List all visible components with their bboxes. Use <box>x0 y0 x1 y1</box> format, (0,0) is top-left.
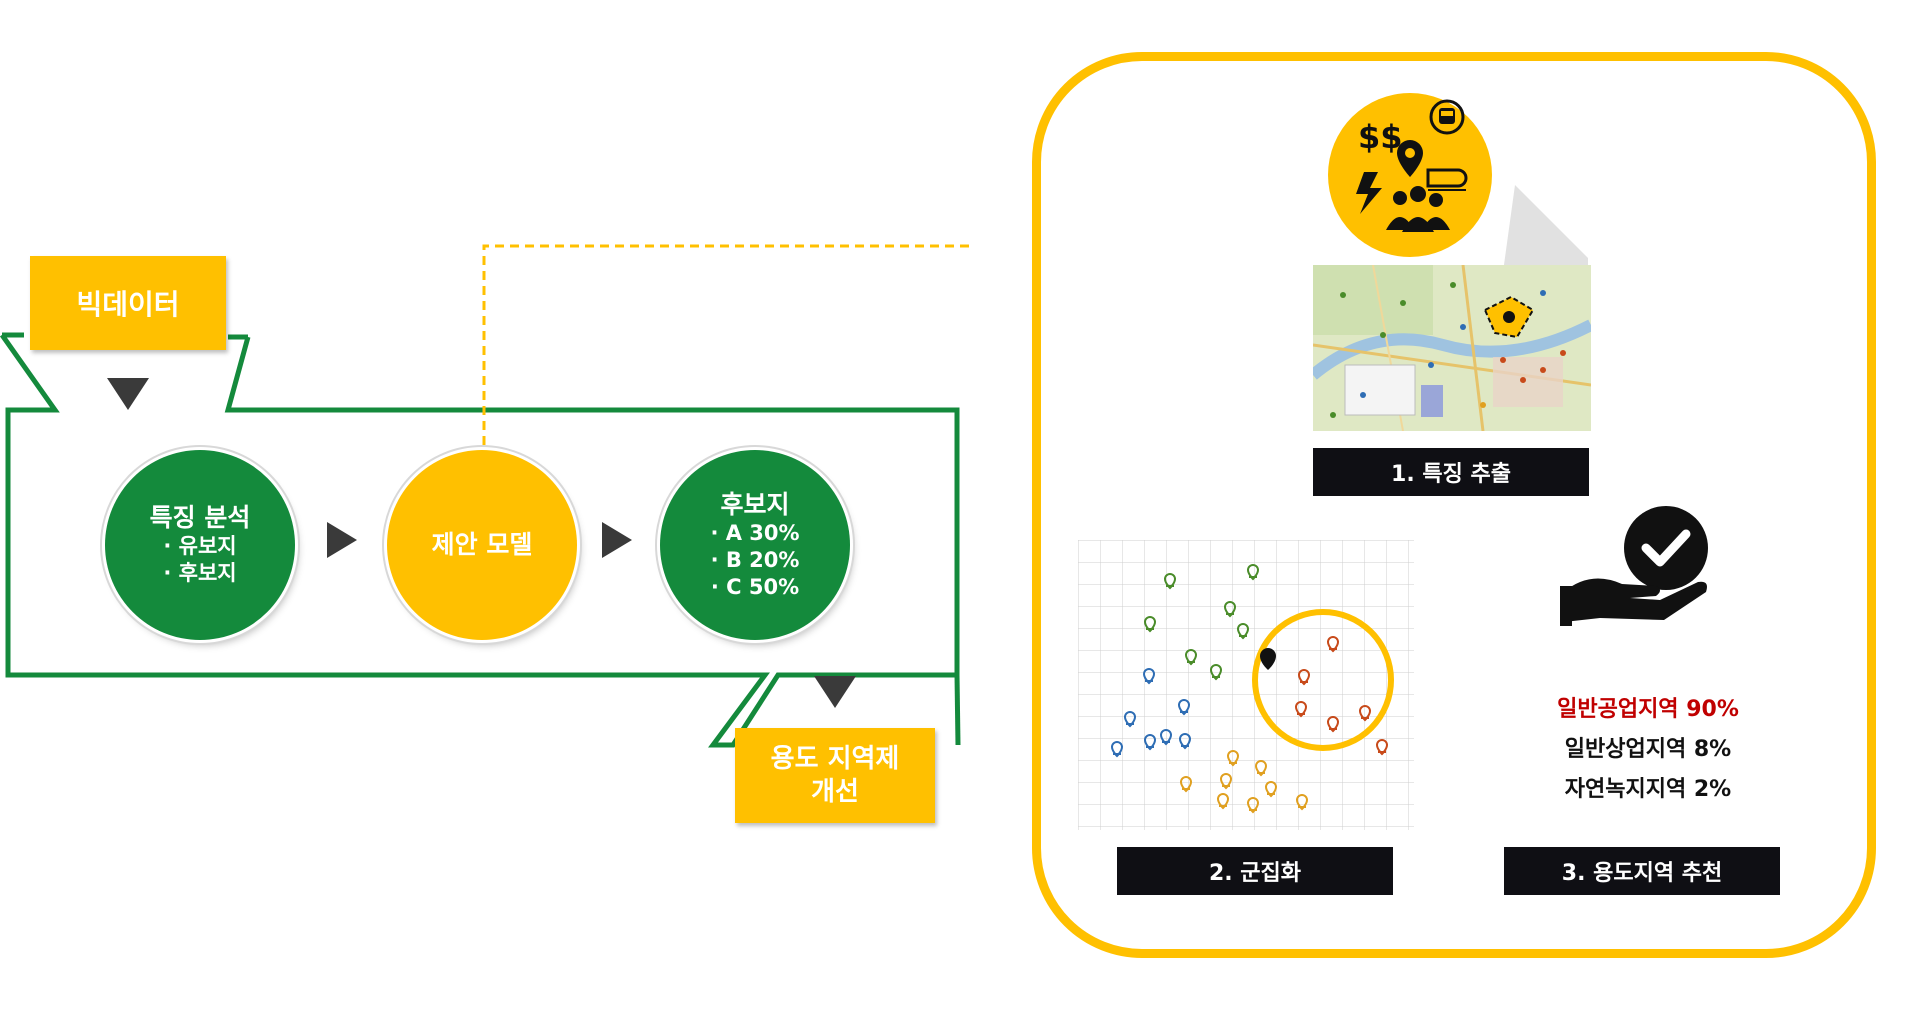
map-pin-icon <box>1219 772 1233 790</box>
clustering-text: 2. 군집화 <box>1208 861 1302 886</box>
train-icon <box>1426 168 1468 191</box>
feature-analysis-item: · 후보지 <box>163 561 237 585</box>
map-pin-icon <box>1223 600 1237 618</box>
flow-arrow-icon <box>327 522 357 558</box>
map-pin-icon <box>1159 728 1173 746</box>
candidate-title: 후보지 <box>720 489 790 519</box>
map-pin-icon <box>1177 698 1191 716</box>
map-pin-icon <box>1179 775 1193 793</box>
map-pin-icon <box>1178 732 1192 750</box>
map-pin-icon <box>1236 622 1250 640</box>
candidate-item: · B 20% <box>710 547 800 572</box>
recommendation-item: 자연녹지지역 2% <box>1564 777 1732 802</box>
flow-arrow-icon <box>602 522 632 558</box>
proposed-model-title: 제안 모델 <box>431 530 533 559</box>
process-frame <box>0 244 970 748</box>
map-pin-icon <box>1184 648 1198 666</box>
map-pin-icon <box>1326 635 1340 653</box>
city-map-image <box>1313 265 1591 431</box>
candidate-circle: 후보지 · A 30% · B 20% · C 50% <box>660 450 850 640</box>
feature-analysis-circle: 특징 분석 · 유보지 · 후보지 <box>105 450 295 640</box>
zoning-recommendation-label: 3. 용도지역 추천 <box>1504 847 1780 895</box>
svg-text:$$: $$ <box>1358 118 1403 156</box>
map-pin-icon <box>1163 572 1177 590</box>
map-pin-icon <box>1110 740 1124 758</box>
map-pin-icon <box>1254 759 1268 777</box>
zoning-line2: 개선 <box>811 776 859 807</box>
map-pin-icon <box>1143 733 1157 751</box>
bigdata-label: 빅데이터 <box>76 288 180 321</box>
clustering-scatter-image <box>1078 540 1414 830</box>
hand-check-icon <box>1560 506 1708 626</box>
map-pin-icon <box>1326 715 1340 733</box>
candidate-item: · C 50% <box>710 574 800 599</box>
map-pin-icon <box>1358 704 1372 722</box>
feature-analysis-item: · 유보지 <box>163 534 237 558</box>
proposed-model-circle: 제안 모델 <box>387 450 577 640</box>
feature-extraction-text: 1. 특징 추출 <box>1391 462 1511 487</box>
bigdata-box: 빅데이터 <box>30 256 226 350</box>
location-pin-icon <box>1397 140 1423 177</box>
dollar-icon: $$ <box>1358 118 1403 156</box>
map-pin-icon <box>1297 668 1311 686</box>
recommendation-item: 일반상업지역 8% <box>1564 737 1732 762</box>
clustering-label: 2. 군집화 <box>1117 847 1393 895</box>
map-pin-icon <box>1375 738 1389 756</box>
input-arrow-icon <box>107 378 149 410</box>
bus-icon <box>1429 99 1465 135</box>
map-pin-icon <box>1226 749 1240 767</box>
people-icon <box>1386 186 1450 232</box>
map-pin-icon <box>1246 796 1260 814</box>
zoning-improvement-box: 용도 지역제 개선 <box>735 728 935 823</box>
map-pin-icon <box>1246 563 1260 581</box>
candidate-item: · A 30% <box>710 520 800 545</box>
map-pin-icon <box>1123 710 1137 728</box>
map-pin-icon <box>1142 667 1156 685</box>
feature-extraction-label: 1. 특징 추출 <box>1313 448 1589 496</box>
map-pin-icon <box>1295 793 1309 811</box>
feature-analysis-title: 특징 분석 <box>149 503 251 532</box>
selected-pin-icon <box>1260 648 1276 670</box>
output-arrow-icon <box>814 676 856 708</box>
map-pin-icon <box>1264 780 1278 798</box>
recommendation-list: 일반공업지역 90% 일반상업지역 8% 자연녹지지역 2% <box>1548 690 1748 810</box>
map-pin-icon <box>1143 615 1157 633</box>
map-pin-icon <box>1294 700 1308 718</box>
zoning-line1: 용도 지역제 <box>770 743 900 774</box>
zoning-recommendation-text: 3. 용도지역 추천 <box>1561 861 1723 886</box>
recommendation-item: 일반공업지역 90% <box>1557 697 1739 722</box>
map-pin-icon <box>1209 663 1223 681</box>
lightning-icon <box>1356 172 1382 214</box>
map-pin-icon <box>1216 792 1230 810</box>
